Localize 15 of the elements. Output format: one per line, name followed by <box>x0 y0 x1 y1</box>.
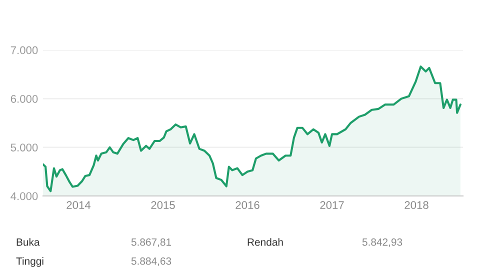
y-tick-label: 7.000 <box>10 46 38 54</box>
x-tick-label: 2014 <box>66 201 91 210</box>
y-tick-label: 5.000 <box>10 144 38 152</box>
x-tick-label: 2016 <box>236 201 260 210</box>
x-tick-label: 2018 <box>404 201 428 210</box>
text: Buka <box>16 238 40 246</box>
text: Rendah <box>248 238 283 246</box>
y-tick-label: 4.000 <box>10 192 38 200</box>
text: 5.867,81 <box>131 238 172 248</box>
y-tick-label: 6.000 <box>10 94 38 103</box>
x-tick-label: 2017 <box>320 201 344 210</box>
text: 5.884,63 <box>131 257 172 266</box>
x-tick-label: 2015 <box>151 201 175 210</box>
text: 5.842,93 <box>362 238 402 248</box>
text: Tinggi <box>16 257 44 267</box>
